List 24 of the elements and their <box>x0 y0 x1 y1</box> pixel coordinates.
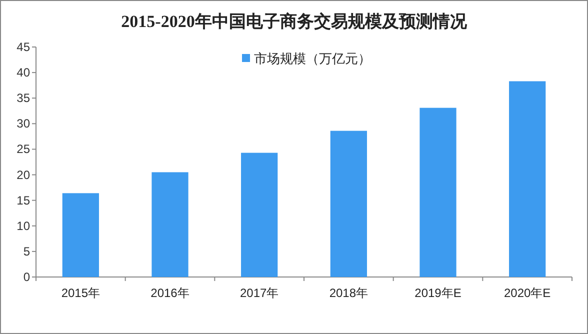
bar <box>330 130 367 277</box>
chart-title: 2015-2020年中国电子商务交易规模及预测情况 <box>121 12 468 31</box>
y-tick-label: 40 <box>16 66 30 80</box>
y-tick-label: 0 <box>23 270 30 284</box>
bar <box>420 108 456 277</box>
x-tick-label: 2016年 <box>150 286 190 300</box>
x-tick-label: 2020年E <box>504 286 551 300</box>
x-tick-label: 2017年 <box>240 286 279 300</box>
y-tick-label: 45 <box>16 40 30 54</box>
x-tick-label: 2015年 <box>61 286 100 300</box>
y-tick-label: 10 <box>16 218 30 233</box>
y-tick-label: 30 <box>16 116 30 131</box>
y-tick-label: 25 <box>16 142 30 156</box>
bar <box>62 193 99 277</box>
y-tick-label: 20 <box>16 168 30 182</box>
y-tick-label: 5 <box>23 244 30 258</box>
legend-label: 市场规模（万亿元） <box>254 51 371 66</box>
bar <box>241 152 278 277</box>
x-tick-label: 2019年E <box>414 286 462 300</box>
bar <box>509 81 546 277</box>
x-tick-label: 2018年 <box>329 286 368 300</box>
y-tick-label: 35 <box>16 91 30 106</box>
y-tick-label: 15 <box>16 193 30 208</box>
bar <box>152 172 188 277</box>
